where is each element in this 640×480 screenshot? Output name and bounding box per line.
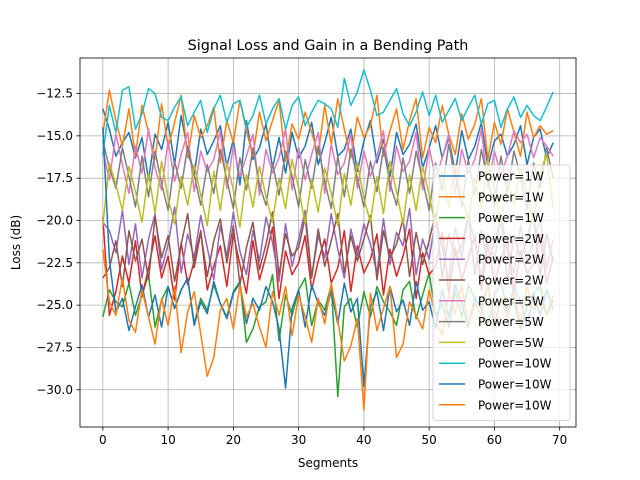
y-tick-label: −22.5	[36, 256, 73, 270]
legend-label: Power=5W	[478, 294, 544, 308]
legend-label: Power=2W	[478, 232, 544, 246]
x-tick-label: 0	[99, 433, 107, 447]
legend-label: Power=5W	[478, 336, 544, 350]
y-axis-label: Loss (dB)	[9, 215, 23, 270]
x-tick-label: 50	[422, 433, 437, 447]
y-tick-label: −12.5	[36, 87, 73, 101]
x-axis: 0 10 20 30 40 50 60 70	[99, 427, 567, 447]
legend-label: Power=5W	[478, 315, 544, 329]
legend-label: Power=10W	[478, 398, 552, 412]
legend: Power=1W Power=1W Power=1W Power=2W Power=2W…	[432, 164, 571, 422]
series-line-9	[102, 69, 554, 155]
x-tick-label: 20	[226, 433, 241, 447]
legend-label: Power=1W	[478, 170, 544, 184]
y-tick-label: −27.5	[36, 340, 73, 354]
y-tick-label: −15.0	[36, 129, 73, 143]
x-axis-label: Segments	[298, 456, 358, 470]
x-tick-label: 30	[291, 433, 306, 447]
legend-label: Power=10W	[478, 357, 552, 371]
chart-title: Signal Loss and Gain in a Bending Path	[188, 38, 469, 54]
legend-box	[432, 164, 571, 422]
y-tick-label: −25.0	[36, 298, 73, 312]
x-tick-label: 10	[160, 433, 175, 447]
legend-label: Power=2W	[478, 274, 544, 288]
legend-label: Power=10W	[478, 378, 552, 392]
x-tick-label: 70	[552, 433, 567, 447]
y-axis: −30.0 −27.5 −25.0 −22.5 −20.0 −17.5 −15.0 −12.5	[36, 87, 80, 397]
series-line-0	[102, 108, 554, 186]
series-line-6	[102, 128, 554, 196]
y-tick-label: −30.0	[36, 383, 73, 397]
x-tick-label: 60	[487, 433, 502, 447]
legend-label: Power=1W	[478, 190, 544, 204]
plot-frame	[79, 57, 577, 428]
y-tick-label: −17.5	[36, 171, 73, 185]
y-tick-label: −20.0	[36, 213, 73, 227]
legend-label: Power=2W	[478, 253, 544, 267]
legend-label: Power=1W	[478, 211, 544, 225]
x-tick-label: 40	[356, 433, 371, 447]
